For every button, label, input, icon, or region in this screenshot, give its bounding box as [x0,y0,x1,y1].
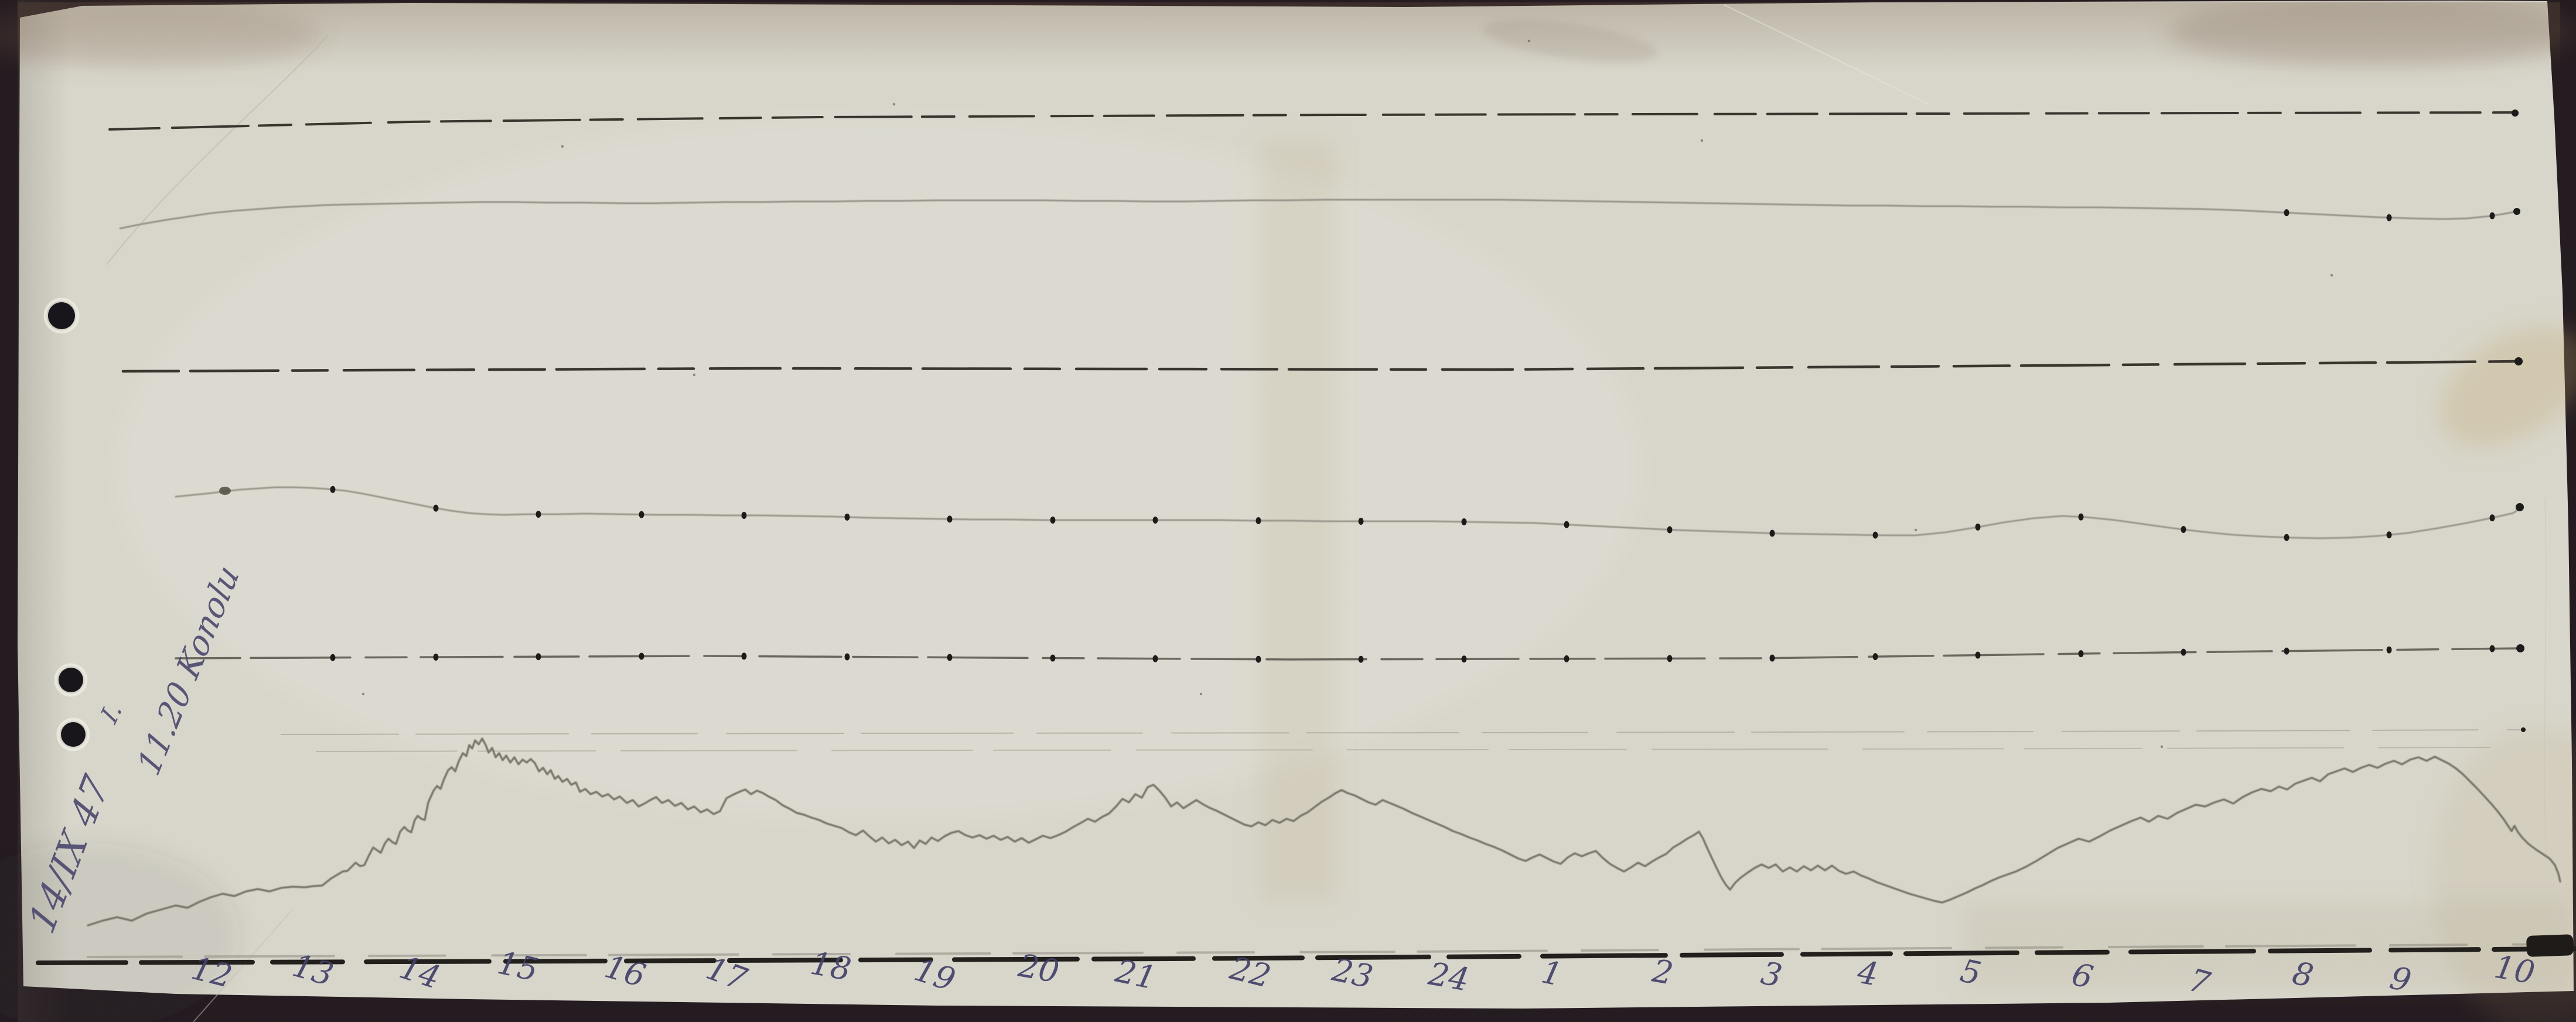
paper-grain-texture [18,0,2575,1022]
